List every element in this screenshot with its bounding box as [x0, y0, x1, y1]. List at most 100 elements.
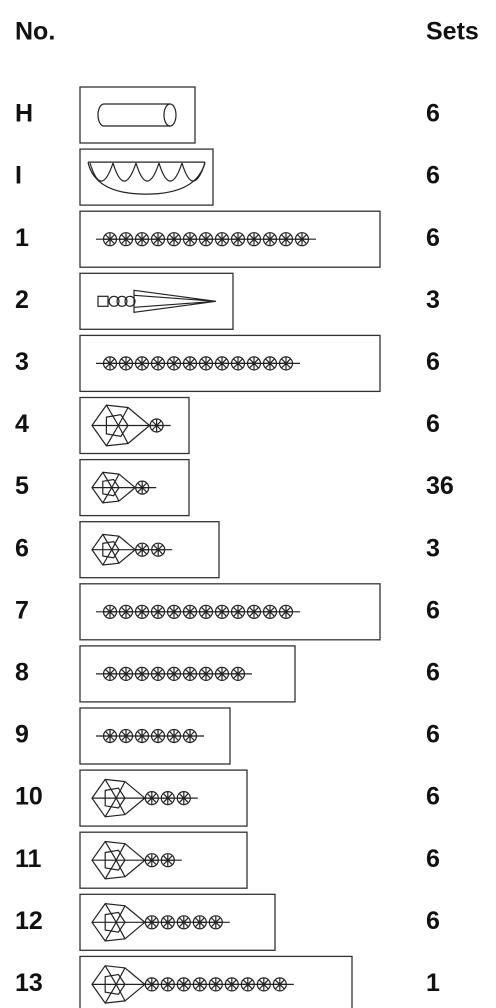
bead-facet — [195, 979, 205, 990]
drop-facet — [111, 535, 120, 550]
bead — [214, 604, 230, 619]
bead — [166, 728, 182, 744]
bead — [160, 853, 175, 868]
spike-bead — [108, 295, 120, 307]
row: 13 1 — [15, 955, 440, 1008]
row-no: 7 — [15, 596, 29, 624]
bead-facet — [179, 917, 189, 927]
row-no: 9 — [15, 721, 29, 749]
bead-facet — [137, 669, 147, 679]
bead — [230, 604, 246, 619]
drop-facet — [115, 781, 126, 799]
drop-facet — [115, 859, 126, 877]
bead — [208, 977, 223, 992]
part-box — [79, 893, 276, 951]
bead-facet — [153, 731, 163, 741]
drop-facet — [104, 903, 117, 923]
bead-facet — [137, 482, 147, 493]
cylinder — [97, 103, 170, 127]
row-no: 4 — [15, 410, 29, 438]
bead-facet — [185, 669, 195, 679]
bead-facet — [185, 731, 195, 741]
row-sets: 6 — [426, 907, 440, 935]
bead — [230, 666, 246, 682]
bead-facet — [163, 793, 173, 803]
bead-facet — [169, 607, 179, 617]
bead-facet — [185, 607, 195, 617]
bead — [246, 356, 262, 371]
spike-cap — [97, 295, 109, 307]
bead-facet — [275, 979, 285, 990]
bead — [144, 853, 159, 868]
bead-facet — [201, 607, 211, 617]
bead — [135, 480, 150, 495]
bead — [118, 356, 134, 371]
row-sets: 6 — [426, 659, 440, 687]
bead-facet — [281, 234, 291, 244]
bead — [150, 604, 166, 619]
bead-facet — [169, 731, 179, 741]
header-no: No. — [15, 18, 55, 46]
bead-facet — [147, 979, 157, 990]
bead — [144, 915, 159, 930]
drop-facet — [104, 787, 126, 809]
bead — [135, 542, 150, 557]
bead — [198, 604, 214, 619]
bead-facet — [105, 607, 115, 617]
bead-facet — [137, 545, 147, 555]
bead — [118, 232, 134, 247]
bead — [160, 977, 175, 992]
spike-bead — [124, 295, 136, 307]
drop-facet — [115, 967, 126, 985]
bead-facet — [163, 979, 173, 990]
bead-facet — [105, 234, 115, 244]
header-sets: Sets — [426, 18, 479, 46]
bead — [118, 604, 134, 619]
bead — [150, 356, 166, 371]
part-box — [79, 521, 220, 579]
drop-facet — [104, 965, 117, 985]
bead-facet — [233, 358, 243, 369]
bead-facet — [137, 234, 147, 244]
bead — [160, 790, 175, 806]
bead — [134, 728, 150, 744]
part-box — [79, 272, 234, 330]
bead — [192, 915, 207, 930]
drop-facet — [111, 487, 120, 502]
drop-facet — [117, 407, 129, 426]
row-no: 10 — [15, 783, 43, 811]
drop-facet — [117, 425, 129, 444]
bead — [144, 790, 159, 806]
bead — [182, 666, 198, 682]
bead-facet — [217, 358, 227, 369]
bead-facet — [121, 731, 131, 741]
bead — [144, 977, 159, 992]
drop-facet — [104, 849, 126, 871]
bead — [166, 604, 182, 619]
bead — [150, 728, 166, 744]
bead — [262, 604, 278, 619]
bead-facet — [265, 358, 275, 369]
bead — [150, 232, 166, 247]
bead-facet — [147, 855, 157, 865]
bead — [208, 915, 223, 930]
row-sets: 6 — [426, 596, 440, 624]
bead-facet — [169, 669, 179, 679]
drop-facet — [102, 478, 120, 497]
drop-facet — [105, 425, 119, 447]
bead-facet — [121, 358, 131, 369]
drop-facet — [104, 911, 126, 933]
drop-facet — [104, 973, 126, 995]
bead — [134, 356, 150, 371]
bead — [278, 232, 294, 247]
drop-facet — [104, 841, 117, 861]
bead — [176, 790, 191, 806]
bead-facet — [259, 979, 269, 990]
